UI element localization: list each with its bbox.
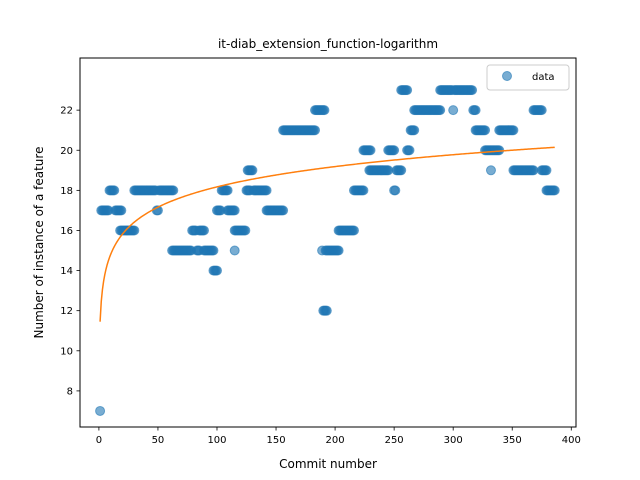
data-point [212, 266, 221, 275]
legend-label: data [532, 72, 555, 83]
data-point [481, 126, 490, 135]
legend-marker [503, 72, 512, 81]
data-point [279, 206, 288, 215]
data-point [468, 86, 477, 95]
x-tick-label: 300 [444, 435, 463, 446]
data-point [241, 226, 250, 235]
y-tick-label: 22 [60, 106, 73, 117]
x-tick-label: 250 [385, 435, 404, 446]
x-tick-label: 150 [266, 435, 285, 446]
data-point [537, 106, 546, 115]
y-tick-label: 14 [60, 266, 73, 277]
data-point [471, 106, 480, 115]
data-point [262, 186, 271, 195]
data-point [405, 146, 414, 155]
x-tick-label: 350 [503, 435, 522, 446]
data-point [359, 186, 368, 195]
y-tick-label: 8 [67, 386, 73, 397]
data-point [529, 166, 538, 175]
data-point [322, 306, 331, 315]
legend-box [487, 65, 569, 90]
data-point [384, 166, 393, 175]
data-point [542, 166, 551, 175]
data-point [230, 206, 239, 215]
legend: data [487, 65, 569, 90]
x-tick-label: 0 [96, 435, 102, 446]
y-tick-label: 10 [60, 346, 73, 357]
data-point [391, 186, 400, 195]
y-tick-label: 12 [60, 306, 73, 317]
y-tick-label: 16 [60, 226, 73, 237]
x-tick-label: 400 [562, 435, 581, 446]
data-point [223, 186, 232, 195]
x-tick-label: 200 [326, 435, 345, 446]
data-point [403, 86, 412, 95]
data-point [230, 246, 239, 255]
data-point [410, 126, 419, 135]
x-tick-label: 50 [152, 435, 165, 446]
data-point [169, 186, 178, 195]
data-point [110, 186, 119, 195]
data-point [449, 106, 458, 115]
data-point [96, 406, 105, 415]
data-point [130, 226, 139, 235]
data-point [248, 166, 257, 175]
data-point [117, 206, 126, 215]
data-point [436, 106, 445, 115]
data-point [311, 126, 320, 135]
data-point [509, 126, 518, 135]
y-tick-label: 18 [60, 186, 73, 197]
data-point [366, 146, 375, 155]
data-point [200, 226, 209, 235]
x-tick-label: 100 [207, 435, 226, 446]
data-point [486, 166, 495, 175]
data-point [550, 186, 559, 195]
data-point [209, 246, 218, 255]
data-point [390, 146, 399, 155]
y-tick-label: 20 [60, 146, 73, 157]
x-axis-label: Commit number [279, 457, 377, 471]
chart-title: it-diab_extension_function-logarithm [218, 37, 438, 51]
data-point [397, 166, 406, 175]
data-point [349, 226, 358, 235]
data-point [320, 106, 329, 115]
data-point [334, 246, 343, 255]
y-axis-label: Number of instance of a feature [32, 147, 46, 339]
